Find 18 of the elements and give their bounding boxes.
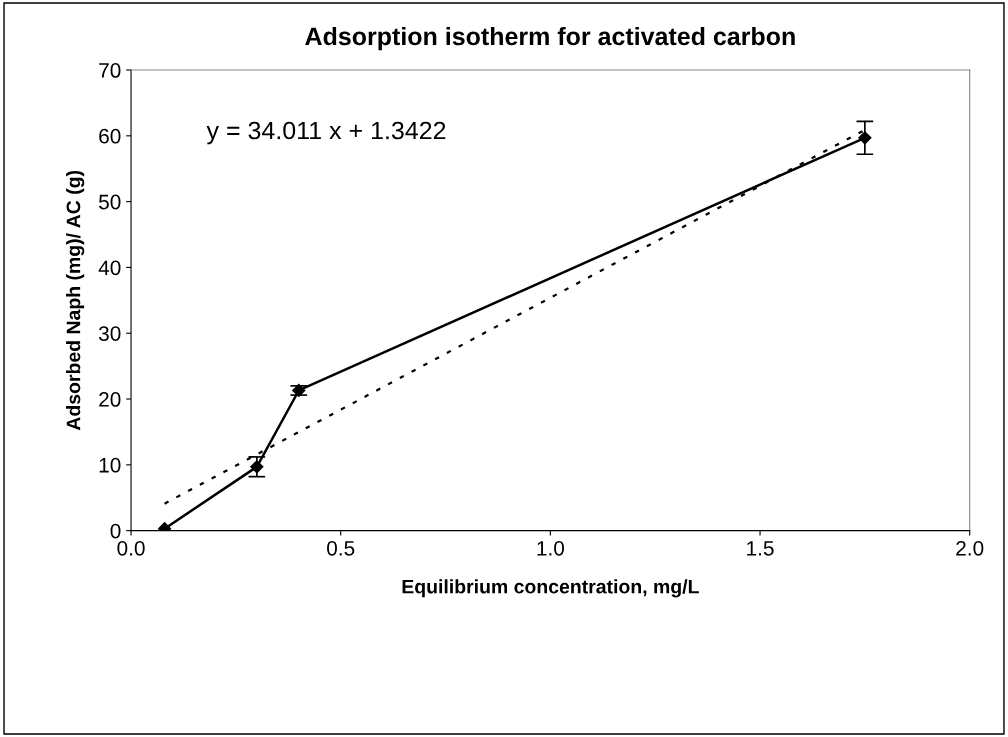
y-tick-label: 60: [99, 128, 121, 144]
x-tick-label: 2.0: [956, 540, 984, 556]
x-tick-label: 0.0: [117, 540, 145, 556]
point: [858, 131, 872, 145]
y-tick-label: 10: [99, 457, 121, 473]
chart-title: Adsorption isotherm for activated carbon: [305, 26, 795, 51]
y-tick-label: 70: [99, 63, 121, 78]
x-axis-title: Equilibrium concentration, mg/L: [402, 579, 699, 598]
annotation: y = 34.011 x + 1.3422: [206, 121, 446, 145]
x-tick-label: 1.5: [747, 541, 774, 556]
y-tick-label: 0: [110, 523, 121, 539]
x-tick-label: 1.0: [537, 540, 565, 556]
x-tick-label: 0.5: [327, 540, 355, 556]
y-tick-label: 20: [99, 392, 121, 407]
y-axis-title: Adsorbed Naph (mg)/ AC (g): [66, 170, 85, 431]
y-tick-label: 50: [98, 194, 121, 210]
y-tick-label: 40: [98, 260, 121, 276]
y-tick-label: 30: [98, 326, 121, 341]
